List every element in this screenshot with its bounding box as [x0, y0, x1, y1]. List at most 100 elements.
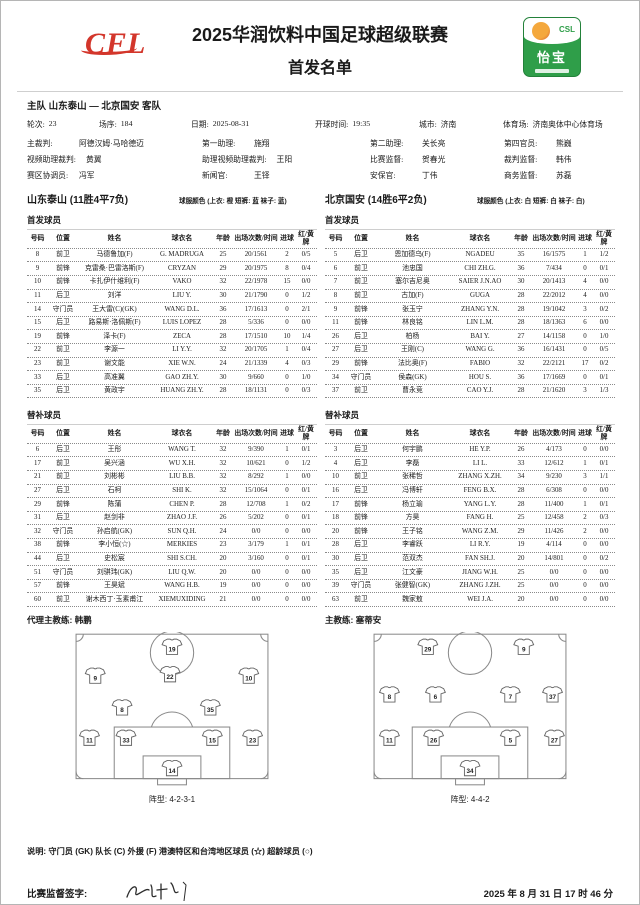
- yibao-brand-text: 怡宝: [536, 50, 567, 65]
- table-cell: LIN L.M.: [466, 319, 494, 327]
- table-cell: 2/1: [301, 305, 311, 313]
- official-role-label: 第二助理:: [370, 139, 404, 148]
- table-cell: 林良铭: [402, 319, 423, 327]
- column-header: 姓名: [107, 429, 122, 437]
- table-cell: 16/1575: [542, 251, 566, 259]
- column-header: 红/黄牌: [298, 231, 314, 246]
- table-cell: 0: [285, 568, 289, 576]
- table-cell: 王子铭: [402, 527, 423, 535]
- table-cell: 36: [517, 264, 525, 272]
- jersey-number: 26: [430, 738, 438, 745]
- match-info-row: 轮次: 23 场序: 184 日期: 2025-08-31 开球时间: 19:35 城市: 济南体…: [27, 119, 613, 130]
- table-cell: 王大雷(C)(GK): [92, 305, 137, 313]
- table-cell: 李小恒(☆): [98, 541, 131, 549]
- info-label: 场序:: [99, 120, 117, 129]
- table-cell: 0/0: [599, 278, 609, 286]
- column-header: 姓名: [405, 429, 420, 437]
- table-cell: 8/292: [248, 473, 264, 481]
- official-pair: 赛区协调员: 冯军: [27, 170, 202, 181]
- column-header: 号码: [328, 234, 343, 242]
- info-field: 轮次: 23: [27, 119, 99, 130]
- jersey-icon: 9: [513, 638, 535, 655]
- table-cell: 30: [219, 291, 227, 299]
- jersey-number: 9: [522, 647, 526, 654]
- table-cell: 11: [332, 319, 339, 327]
- official-name: 阿德汉姆·马哈德迈: [79, 139, 144, 148]
- info-label: 城市:: [419, 120, 437, 129]
- table-cell: 14/1158: [542, 332, 566, 340]
- table-cell: LUIS LOPEZ: [162, 319, 202, 327]
- table-cell: 5/202: [248, 514, 264, 522]
- table-cell: 前卫: [56, 595, 70, 603]
- table-cell: 刘彬彬: [104, 473, 125, 481]
- table-cell: 前锋: [354, 500, 368, 508]
- table-cell: 4: [583, 278, 587, 286]
- table-cell: 前锋: [354, 305, 368, 313]
- table-cell: HE Y.P.: [469, 446, 491, 454]
- player-row: 6 前卫 池忠国 CHI ZH.G. 36 7/434 0 0/1: [325, 262, 615, 277]
- table-cell: 0/0: [599, 486, 609, 494]
- teams-wrap: 山东泰山 (11胜4平7负) 球服颜色 (上衣: 橙 短裤: 蓝 袜子: 蓝) …: [27, 191, 615, 805]
- table-cell: 0: [583, 264, 587, 272]
- column-header: 球衣名: [469, 234, 491, 242]
- table-cell: 池忠国: [402, 264, 423, 272]
- table-cell: 28: [219, 319, 227, 327]
- player-row: 32 守门员 孙启航(GK) SUN Q.H. 24 0/0 0 0/0: [27, 525, 317, 540]
- table-cell: 28: [517, 500, 525, 508]
- table-cell: 24: [219, 527, 227, 535]
- table-cell: 28: [517, 387, 525, 395]
- table-cell: 27: [517, 332, 525, 340]
- table-cell: 25: [219, 251, 227, 259]
- table-cell: 塞尔吉尼奥: [395, 278, 430, 286]
- table-cell: ZHAO J.F.: [166, 514, 198, 522]
- table-cell: 34: [332, 373, 339, 381]
- table-cell: 24: [219, 359, 227, 367]
- handwritten-signature-icon: [126, 881, 187, 902]
- table-cell: 20/1561: [244, 251, 268, 259]
- column-header: 进球: [578, 234, 592, 242]
- player-row: 27 后卫 石柯 SHI K. 32 15/1064 0 0/1: [27, 485, 317, 499]
- table-cell: 33: [34, 373, 41, 381]
- jersey-number: 33: [122, 738, 130, 745]
- table-cell: 1: [285, 446, 289, 454]
- official-role-label: 商务监督:: [504, 171, 538, 180]
- table-cell: 0/1: [599, 373, 609, 381]
- info-value: 23: [48, 119, 57, 128]
- table-cell: 0/0: [301, 595, 311, 603]
- table-cell: 10/621: [246, 459, 266, 467]
- table-cell: GUGA: [470, 291, 490, 299]
- table-cell: 21/1790: [244, 291, 268, 299]
- table-cell: 20: [332, 527, 339, 535]
- home-formation-label: 阵型: 4-2-3-1: [148, 795, 196, 804]
- column-header: 号码: [328, 429, 343, 437]
- table-cell: 前卫: [56, 359, 70, 367]
- jersey-number: 6: [434, 694, 438, 701]
- sheet-header: CFL 2025华润饮料中国足球超级联赛 首发名单 CSL 怡宝: [27, 11, 613, 89]
- table-cell: 0: [583, 373, 587, 381]
- table-cell: CAO Y.J.: [466, 387, 494, 395]
- table-cell: 32: [219, 459, 227, 467]
- table-cell: 0/5: [599, 346, 609, 354]
- home-subs-table: 号码 位置 姓名 球衣名 年龄 出场次数/时间 进球 红/黄牌 6 后卫 王彤 WANG T. 32 9/…: [27, 424, 317, 607]
- table-cell: 22/2012: [542, 291, 566, 299]
- table-cell: 0/0: [599, 568, 609, 576]
- table-cell: 6: [35, 446, 40, 454]
- official-role-label: 裁判监督:: [504, 155, 538, 164]
- table-cell: 0: [285, 373, 289, 381]
- official-name: 贺春光: [422, 155, 446, 164]
- away-formation-label: 阵型: 4-4-2: [450, 795, 490, 804]
- table-cell: 2: [583, 514, 587, 522]
- jersey-number: 27: [551, 738, 559, 745]
- table-cell: FAN SH.J.: [465, 554, 495, 562]
- table-cell: LI L.: [472, 459, 488, 467]
- home-kit-colors: 球服颜色 (上衣: 橙 短裤: 蓝 袜子: 蓝): [179, 198, 287, 205]
- jersey-icon: 19: [161, 638, 183, 655]
- official-pair: 视频助理裁判: 黄翼: [27, 154, 202, 165]
- jersey-number: 8: [120, 707, 124, 714]
- jersey-number: 15: [209, 738, 217, 745]
- table-cell: 38: [34, 541, 41, 549]
- table-cell: 路易斯·洛佩斯(F): [88, 319, 141, 327]
- jersey-number: 9: [93, 675, 97, 682]
- table-cell: 28: [219, 500, 227, 508]
- player-row: 7 前卫 塞尔吉尼奥 SAIER J.N.AO 30 20/1413 4 0/0: [325, 276, 615, 290]
